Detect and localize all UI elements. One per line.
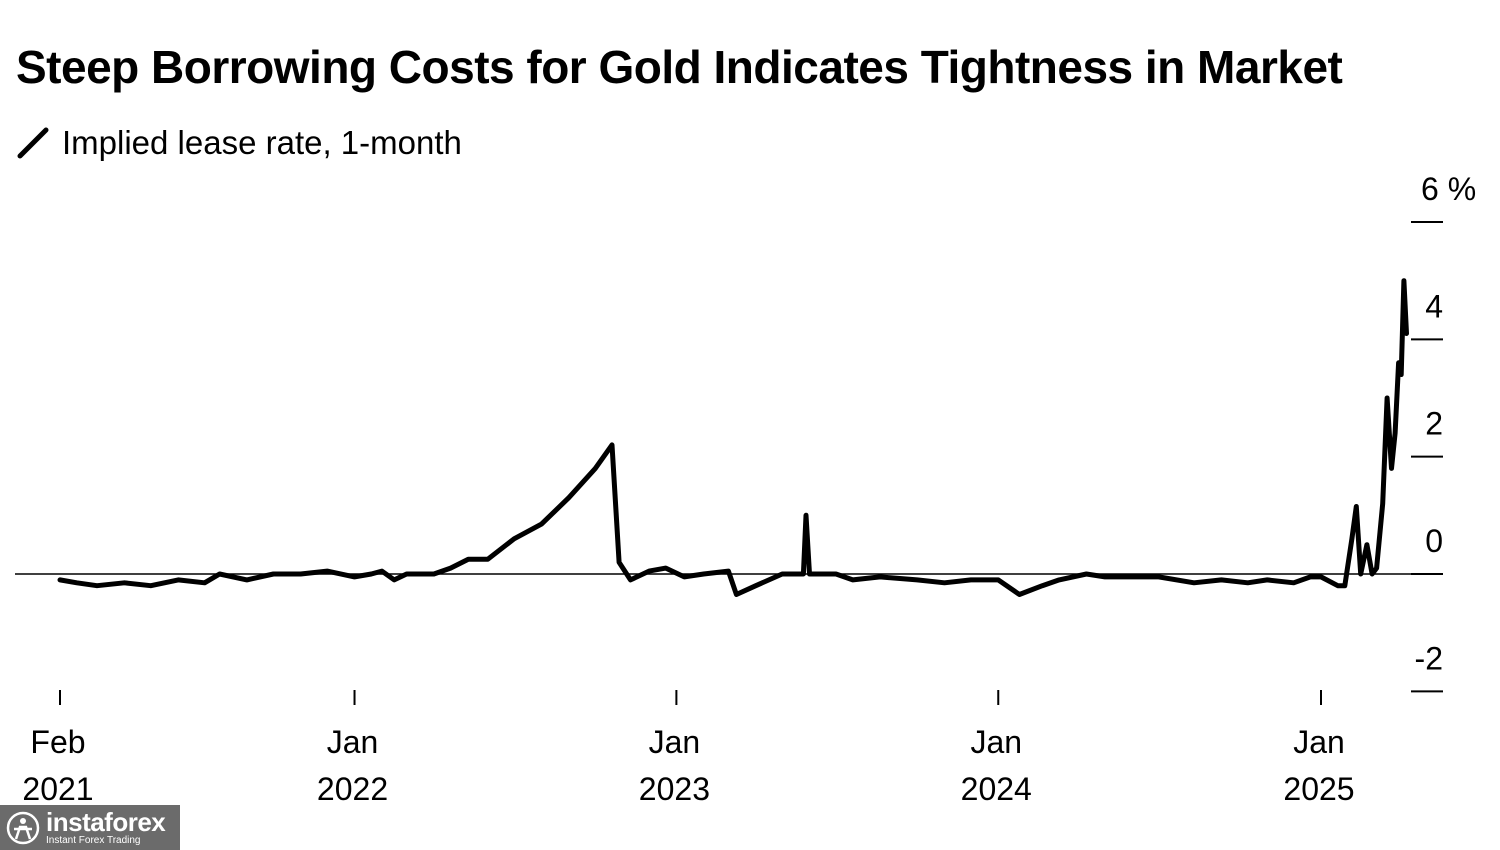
legend-line-icon <box>17 127 49 159</box>
y-tick-label: 6 % <box>1421 171 1476 207</box>
legend-label: Implied lease rate, 1-month <box>62 124 462 161</box>
y-tick-label: -2 <box>1415 640 1443 676</box>
y-tick-label: 4 <box>1425 288 1443 324</box>
chart-title: Steep Borrowing Costs for Gold Indicates… <box>16 41 1343 93</box>
x-tick-label-month: Jan <box>970 724 1022 760</box>
watermark-logo-icon <box>6 811 40 844</box>
series-line-0 <box>57 278 1409 597</box>
x-tick-label-month: Jan <box>1293 724 1345 760</box>
x-tick-label-month: Jan <box>327 724 379 760</box>
x-tick-label-year: 2022 <box>317 771 388 807</box>
x-tick-label-month: Jan <box>649 724 701 760</box>
x-tick-label-month: Feb <box>30 724 85 760</box>
y-tick-label: 0 <box>1425 523 1443 559</box>
y-tick-label: 2 <box>1425 406 1443 442</box>
watermark: instaforex Instant Forex Trading <box>0 805 180 850</box>
x-tick-label-year: 2023 <box>639 771 710 807</box>
watermark-tagline: Instant Forex Trading <box>46 835 141 846</box>
watermark-name: instaforex <box>46 807 166 837</box>
x-tick-label-year: 2021 <box>22 771 93 807</box>
x-tick-label-year: 2024 <box>961 771 1032 807</box>
legend: Implied lease rate, 1-month <box>16 118 462 168</box>
x-tick-label-year: 2025 <box>1283 771 1354 807</box>
